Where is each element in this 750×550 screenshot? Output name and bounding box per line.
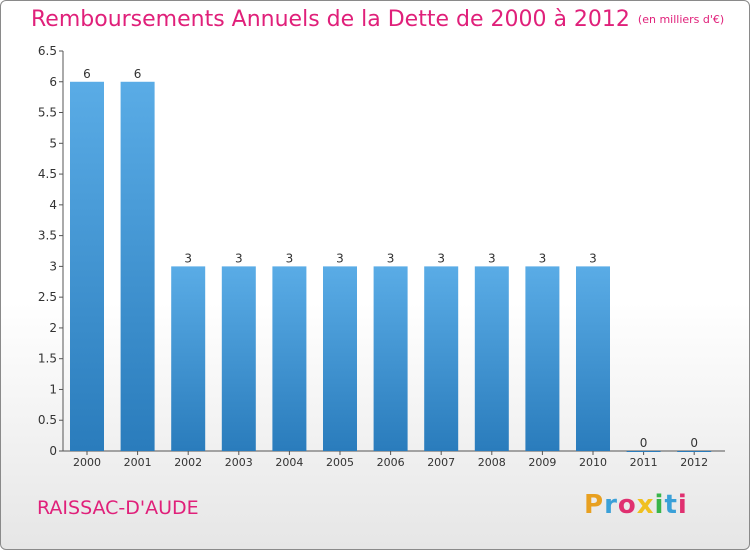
bar-2003 xyxy=(221,266,256,451)
data-label-2010: 3 xyxy=(589,251,597,265)
y-tick-label: 2 xyxy=(49,321,57,335)
x-tick-label: 2009 xyxy=(528,456,556,469)
data-labels: 6 6 3 3 3 3 3 3 3 3 3 0 0 xyxy=(83,67,698,450)
x-tick-label: 2003 xyxy=(225,456,253,469)
logo-letter: o xyxy=(617,490,637,520)
x-tick-label: 2006 xyxy=(377,456,405,469)
data-label-2008: 3 xyxy=(488,251,496,265)
y-tick-label: 1.5 xyxy=(38,352,57,366)
logo-letter: i xyxy=(677,490,688,520)
axes: 0 0.5 1 1.5 2 2.5 3 3.5 4 4.5 5 5.5 6 6.5 2000 2001 2002… xyxy=(38,44,725,469)
y-tick-label: 6.5 xyxy=(38,44,57,58)
x-tick-label: 2010 xyxy=(579,456,607,469)
bar-2012 xyxy=(677,451,712,452)
y-tick-label: 2.5 xyxy=(38,290,57,304)
x-tick-label: 2004 xyxy=(275,456,303,469)
y-tick-label: 5.5 xyxy=(38,106,57,120)
logo-letter: t xyxy=(664,490,678,520)
bar-2007 xyxy=(424,266,459,451)
y-tick-label: 4.5 xyxy=(38,167,57,181)
proxiti-logo: Proxiti xyxy=(584,490,688,520)
y-tick-label: 6 xyxy=(49,75,57,89)
data-label-2001: 6 xyxy=(134,67,142,81)
x-tick-label: 2000 xyxy=(73,456,101,469)
y-tick-label: 4 xyxy=(49,198,57,212)
data-label-2006: 3 xyxy=(387,251,395,265)
data-label-2000: 6 xyxy=(83,67,91,81)
chart-title: Remboursements Annuels de la Dette de 20… xyxy=(31,7,724,32)
y-tick-label: 0 xyxy=(49,444,57,458)
bar-2005 xyxy=(323,266,357,451)
bar-2011 xyxy=(626,451,661,452)
data-label-2012: 0 xyxy=(690,436,698,450)
chart-title-text: Remboursements Annuels de la Dette de 20… xyxy=(31,7,630,32)
data-label-2004: 3 xyxy=(286,251,294,265)
logo-letter: i xyxy=(654,490,665,520)
bar-2010 xyxy=(576,266,610,451)
x-tick-label: 2011 xyxy=(630,456,658,469)
data-label-2003: 3 xyxy=(235,251,243,265)
city-label: RAISSAC-D'AUDE xyxy=(37,497,199,519)
data-label-2002: 3 xyxy=(184,251,192,265)
x-tick-label: 2007 xyxy=(427,456,455,469)
logo-letter: r xyxy=(604,490,618,520)
chart-units: (en milliers d'€) xyxy=(637,13,725,26)
bar-2000 xyxy=(70,81,104,452)
data-label-2011: 0 xyxy=(640,436,648,450)
logo-letter: P xyxy=(584,490,605,520)
y-tick-label: 3.5 xyxy=(38,229,57,243)
x-tick-label: 2008 xyxy=(478,456,506,469)
bars xyxy=(70,81,712,452)
bar-2004 xyxy=(272,266,307,451)
bar-2001 xyxy=(120,81,155,452)
x-tick-label: 2012 xyxy=(680,456,708,469)
data-label-2005: 3 xyxy=(336,251,344,265)
data-label-2007: 3 xyxy=(437,251,445,265)
x-tick-label: 2001 xyxy=(124,456,152,469)
bar-2002 xyxy=(171,266,206,451)
bar-2006 xyxy=(373,266,408,451)
x-tick-label: 2005 xyxy=(326,456,354,469)
logo-letter: x xyxy=(636,490,655,520)
data-label-2009: 3 xyxy=(539,251,547,265)
bar-2009 xyxy=(525,266,560,451)
x-tick-label: 2002 xyxy=(174,456,202,469)
y-tick-label: 5 xyxy=(49,136,57,150)
y-tick-label: 0.5 xyxy=(38,413,57,427)
bar-2008 xyxy=(474,266,509,451)
y-tick-label: 1 xyxy=(49,382,57,396)
y-tick-label: 3 xyxy=(49,259,57,273)
